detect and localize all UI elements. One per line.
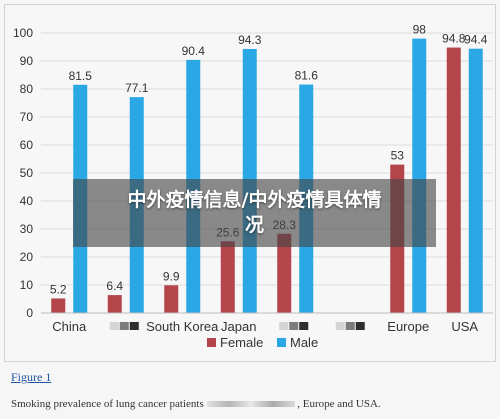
male-bar [468,48,483,314]
data-label: 5.2 [50,282,67,296]
figure-link[interactable]: Figure 1 [11,370,52,384]
data-label: 81.5 [69,69,93,83]
caption-text-start: Smoking prevalence of lung cancer patien… [11,398,204,410]
masked-label-block [345,322,355,330]
chart-figure: 0 10 20 30 40 50 60 70 80 90 100 5.2 81.5 China 6.4 77.… [4,4,496,362]
female-bar [220,241,235,313]
legend-label: Male [290,335,318,350]
x-tick-label: Europe [387,319,429,334]
male-bar [412,38,427,313]
legend-label: Female [220,335,263,350]
x-tick-label: China [52,319,87,334]
masked-label-block [109,322,119,330]
overlay-line-2: 况 [244,214,264,236]
data-label: 90.4 [182,44,206,58]
title-overlay-banner: 中外疫情信息/中外疫情具体情 况 [73,179,436,247]
masked-label-block [299,322,309,330]
y-tick-label: 50 [20,166,34,180]
y-tick-label: 100 [13,26,33,40]
masked-label-block [129,322,139,330]
female-bar [164,285,179,313]
female-bar [51,298,66,313]
y-tick-label: 90 [20,54,34,68]
masked-label-block [279,322,289,330]
overlay-line-1: 中外疫情信息/中外疫情具体情 [127,189,382,211]
data-label: 94.8 [442,32,466,46]
female-legend-swatch [207,338,216,347]
y-tick-label: 30 [20,222,34,236]
caption-text: Smoking prevalence of lung cancer patien… [11,398,491,410]
male-legend-swatch [277,338,286,347]
data-label: 9.9 [163,269,180,283]
y-tick-label: 80 [20,82,34,96]
female-bar [107,295,122,313]
data-label: 81.6 [295,69,319,83]
overlay-text: 中外疫情信息/中外疫情具体情 况 [95,188,415,238]
data-label: 98 [413,23,427,37]
caption-redaction [206,401,295,408]
x-tick-label: South Korea [146,319,219,334]
female-bar [277,233,292,313]
y-tick-label: 40 [20,194,34,208]
y-tick-label: 70 [20,110,34,124]
masked-label-block [289,322,299,330]
data-label: 77.1 [125,81,149,95]
y-tick-label: 10 [20,278,34,292]
data-label: 6.4 [106,279,123,293]
y-tick-label: 20 [20,250,34,264]
y-tick-label: 60 [20,138,34,152]
caption-text-end: , Europe and USA. [297,398,381,410]
data-label: 94.3 [238,33,262,47]
masked-label-block [119,322,129,330]
female-bar [446,47,461,314]
x-tick-label: USA [451,319,478,334]
data-label: 53 [391,149,405,163]
masked-label-block [355,322,365,330]
x-tick-label: Japan [221,319,256,334]
masked-label-block [335,322,345,330]
y-tick-label: 0 [26,306,33,320]
data-label: 94.4 [464,33,488,47]
figure-caption: Figure 1 Smoking prevalence of lung canc… [11,366,491,410]
